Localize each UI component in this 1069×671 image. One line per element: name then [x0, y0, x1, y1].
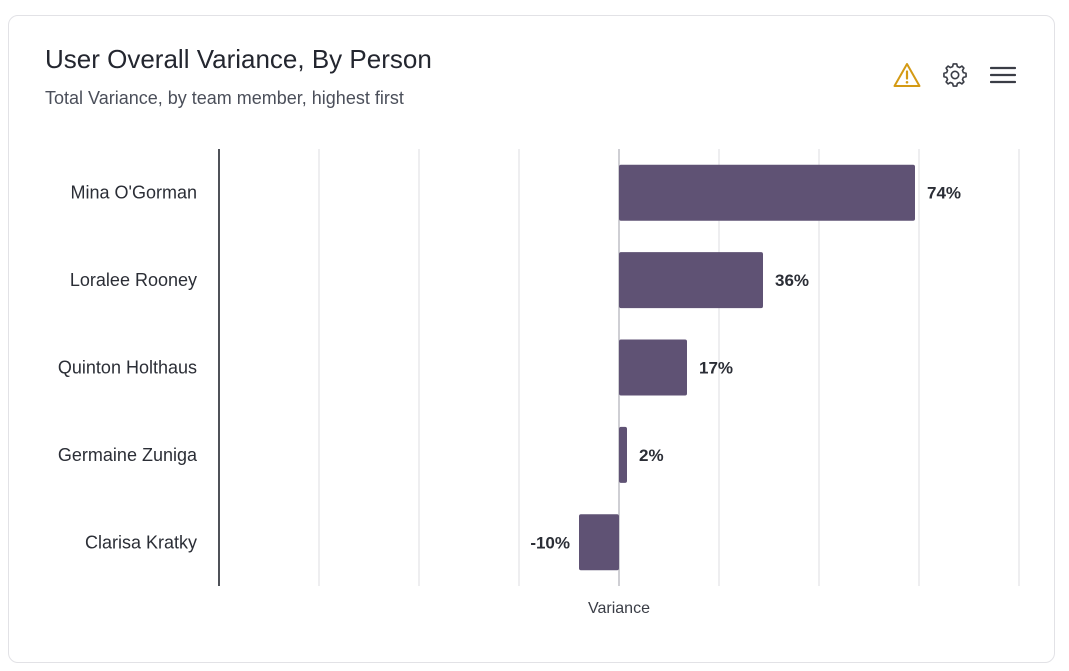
- variance-bar-chart: Mina O'Gorman 74% Loralee Rooney 36% Quinton…: [58, 149, 1020, 617]
- chart-card: User Overall Variance, By Person Total V…: [8, 15, 1055, 663]
- chart-subtitle: Total Variance, by team member, highest …: [45, 88, 404, 108]
- bar: [619, 164, 915, 221]
- x-axis-title: Variance: [588, 600, 650, 617]
- category-label: Quinton Holthaus: [58, 358, 197, 378]
- warning-icon[interactable]: [892, 60, 922, 90]
- bar: [579, 514, 619, 571]
- value-label: 17%: [699, 359, 733, 378]
- chart-title: User Overall Variance, By Person: [45, 44, 432, 74]
- category-label: Clarisa Kratky: [85, 532, 197, 552]
- value-label: 74%: [927, 184, 961, 203]
- bar: [619, 426, 627, 483]
- category-label: Loralee Rooney: [70, 270, 197, 290]
- hamburger-menu-icon[interactable]: [988, 60, 1018, 90]
- bar: [619, 339, 687, 396]
- chart-toolbar: [892, 60, 1018, 90]
- category-label: Germaine Zuniga: [58, 445, 198, 465]
- value-label: 36%: [775, 271, 809, 290]
- bar: [619, 252, 763, 309]
- value-label: 2%: [639, 446, 664, 465]
- gear-icon[interactable]: [940, 60, 970, 90]
- category-label: Mina O'Gorman: [71, 183, 197, 203]
- value-label: -10%: [530, 533, 570, 552]
